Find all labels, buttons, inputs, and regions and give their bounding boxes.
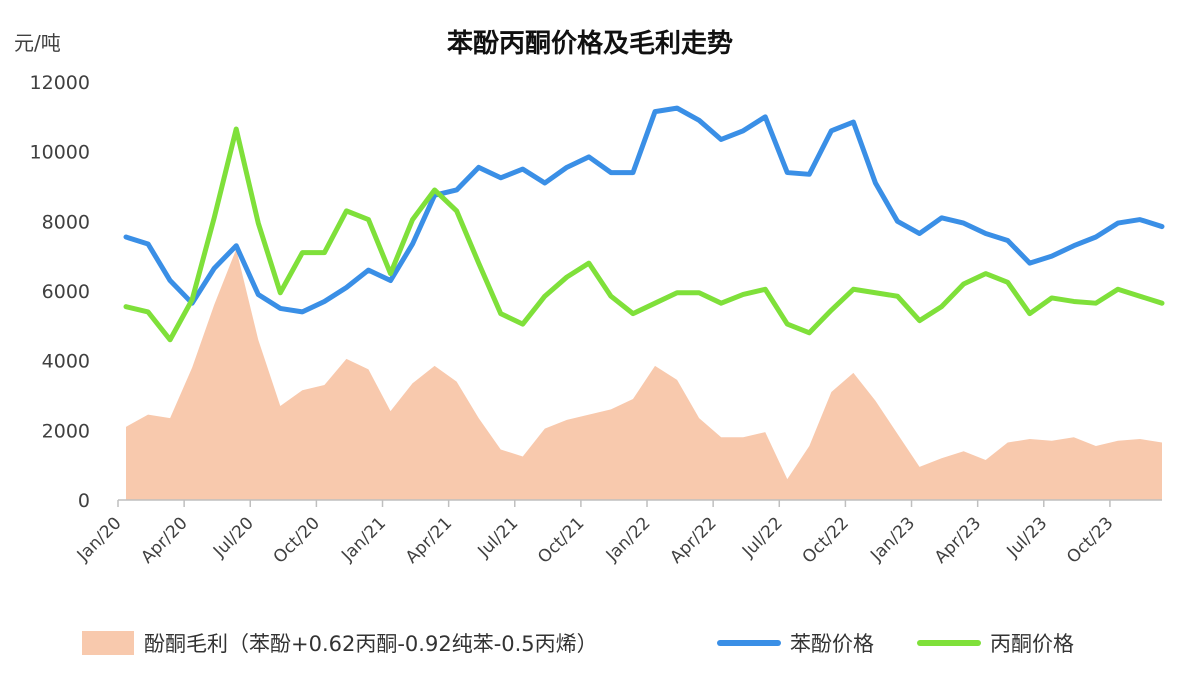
x-tick-label: Jul/23 — [1003, 513, 1052, 562]
y-tick-label: 6000 — [42, 281, 90, 303]
legend-label-phenol: 苯酚价格 — [790, 632, 874, 656]
x-tick-label: Apr/22 — [666, 513, 720, 567]
phenol-price-line — [123, 105, 1165, 315]
x-tick-label: Jul/20 — [209, 513, 258, 562]
x-tick-label: Jul/22 — [738, 513, 787, 562]
x-axis-ticks: Jan/20 Apr/20 Jul/20 Oct/20 Jan/21 Apr/21 Jul/… — [73, 500, 1117, 568]
x-tick-label: Oct/21 — [534, 513, 588, 567]
y-tick-label: 4000 — [42, 351, 90, 373]
y-axis-unit: 元/吨 — [14, 31, 61, 55]
x-tick-label: Jan/23 — [866, 513, 919, 566]
legend-label-acetone: 丙酮价格 — [990, 632, 1074, 656]
x-tick-label: Jul/21 — [474, 513, 523, 562]
price-lines-layer — [123, 105, 1165, 343]
x-tick-label: Oct/22 — [799, 513, 853, 567]
legend-swatch-margin — [82, 631, 134, 655]
legend: 酚酮毛利（苯酚+0.62丙酮-0.92纯苯-0.5丙烯） 苯酚价格 丙酮价格 — [82, 631, 1074, 656]
x-tick-label: Oct/23 — [1063, 513, 1117, 567]
y-tick-label: 10000 — [30, 142, 90, 164]
y-tick-label: 8000 — [42, 211, 90, 233]
y-tick-label: 12000 — [30, 72, 90, 94]
x-tick-label: Jan/20 — [73, 513, 126, 566]
x-tick-label: Jan/21 — [337, 513, 390, 566]
legend-label-margin: 酚酮毛利（苯酚+0.62丙酮-0.92纯苯-0.5丙烯） — [144, 632, 598, 656]
y-axis-ticks: 0 2000 4000 6000 8000 10000 12000 — [30, 72, 90, 512]
x-tick-label: Apr/20 — [137, 513, 191, 567]
x-tick-label: Oct/20 — [270, 513, 324, 567]
x-tick-label: Apr/23 — [931, 513, 985, 567]
x-tick-label: Apr/21 — [402, 513, 456, 567]
y-tick-label: 0 — [78, 490, 90, 512]
margin-area — [126, 249, 1162, 500]
x-tick-label: Jan/22 — [602, 513, 655, 566]
y-tick-label: 2000 — [42, 420, 90, 442]
acetone-price-line — [123, 126, 1165, 343]
margin-area-layer — [126, 249, 1162, 500]
chart-title: 苯酚丙酮价格及毛利走势 — [446, 28, 733, 59]
